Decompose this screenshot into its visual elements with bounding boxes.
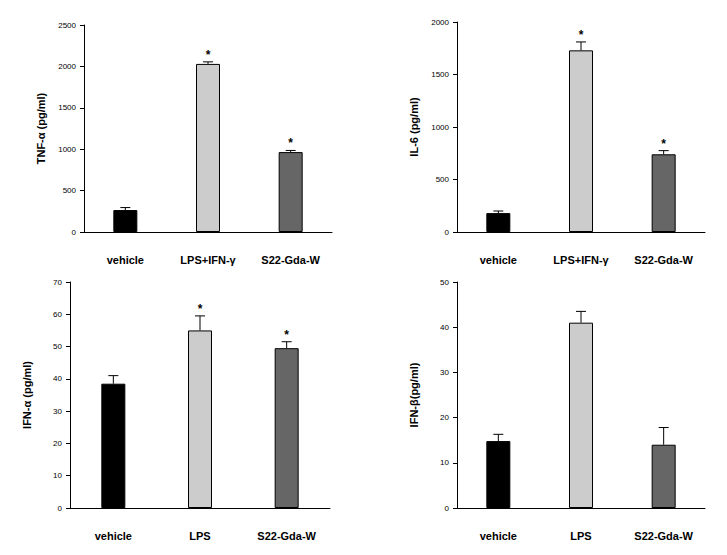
svg-text:60: 60: [53, 310, 62, 319]
svg-text:0: 0: [58, 504, 63, 513]
svg-text:*: *: [198, 302, 203, 316]
svg-text:LPS+IFN-γ: LPS+IFN-γ: [553, 254, 609, 266]
svg-text:0: 0: [445, 504, 450, 513]
svg-text:*: *: [206, 48, 211, 62]
svg-text:500: 500: [436, 175, 450, 184]
svg-text:2500: 2500: [58, 21, 76, 30]
svg-text:S22-Gda-W: S22-Gda-W: [634, 254, 693, 266]
svg-text:S22-Gda-W: S22-Gda-W: [257, 530, 316, 542]
svg-text:*: *: [661, 137, 666, 151]
svg-text:10: 10: [440, 458, 449, 467]
svg-text:TNF-α (pg/ml): TNF-α (pg/ml): [35, 92, 47, 164]
svg-text:*: *: [579, 28, 584, 42]
svg-text:LPS: LPS: [570, 530, 591, 542]
svg-text:IFN-β(pg/ml): IFN-β(pg/ml): [408, 362, 420, 427]
svg-text:1500: 1500: [431, 70, 449, 79]
svg-text:S22-Gda-W: S22-Gda-W: [261, 254, 320, 266]
svg-text:S22-Gda-W: S22-Gda-W: [634, 530, 693, 542]
svg-text:70: 70: [53, 278, 62, 287]
svg-text:30: 30: [440, 368, 449, 377]
svg-text:vehicle: vehicle: [95, 530, 132, 542]
svg-text:50: 50: [440, 278, 449, 287]
svg-text:20: 20: [440, 413, 449, 422]
svg-text:20: 20: [53, 439, 62, 448]
svg-text:LPS+IFN-γ: LPS+IFN-γ: [180, 254, 236, 266]
svg-text:2000: 2000: [431, 18, 449, 27]
svg-text:IFN-α (pg/ml): IFN-α (pg/ml): [21, 361, 33, 429]
svg-text:LPS: LPS: [189, 530, 210, 542]
svg-text:500: 500: [63, 186, 77, 195]
svg-text:vehicle: vehicle: [480, 530, 517, 542]
svg-text:0: 0: [445, 228, 450, 237]
svg-text:*: *: [284, 328, 289, 342]
svg-text:50: 50: [53, 342, 62, 351]
svg-text:40: 40: [53, 374, 62, 383]
svg-text:10: 10: [53, 471, 62, 480]
svg-text:40: 40: [440, 323, 449, 332]
svg-text:vehicle: vehicle: [107, 254, 144, 266]
svg-text:*: *: [288, 136, 293, 150]
svg-text:IL-6 (pg/ml): IL-6 (pg/ml): [408, 97, 420, 157]
svg-text:vehicle: vehicle: [480, 254, 517, 266]
svg-text:1500: 1500: [58, 103, 76, 112]
svg-text:30: 30: [53, 407, 62, 416]
svg-text:1000: 1000: [58, 145, 76, 154]
svg-text:2000: 2000: [58, 62, 76, 71]
svg-text:1000: 1000: [431, 123, 449, 132]
svg-text:0: 0: [72, 228, 77, 237]
